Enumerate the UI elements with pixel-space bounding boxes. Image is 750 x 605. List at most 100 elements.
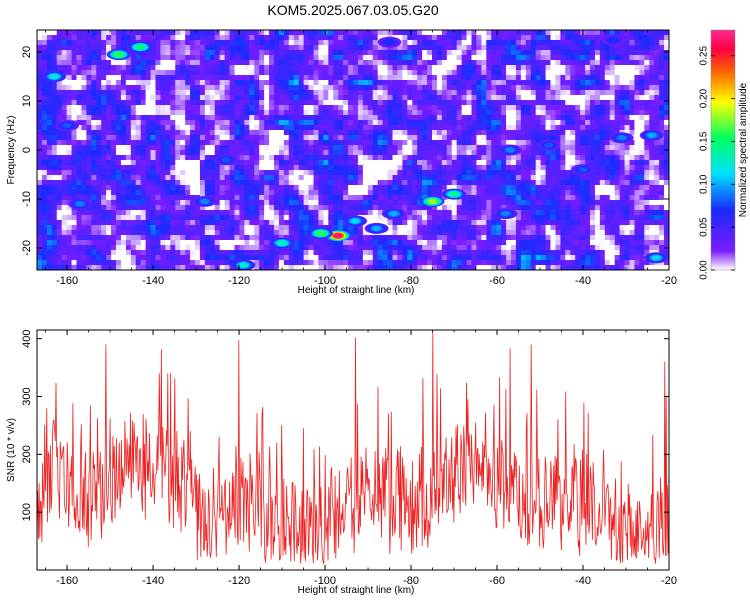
heatmap-cell	[496, 80, 502, 86]
heatmap-cell	[535, 95, 542, 101]
heatmap-cell	[175, 75, 181, 81]
heatmap-cell	[599, 40, 606, 46]
heatmap-cell	[520, 75, 527, 81]
heatmap-cell	[81, 70, 87, 76]
heatmap-cell	[525, 30, 532, 36]
heatmap-cell	[629, 160, 635, 166]
heatmap-cell	[283, 145, 290, 151]
heatmap-cell	[357, 170, 364, 176]
heatmap-cell	[659, 30, 665, 36]
heatmap-cell	[402, 85, 408, 91]
heatmap-cell	[111, 200, 117, 206]
heatmap-cell	[71, 130, 77, 136]
heatmap-cell	[185, 145, 191, 151]
heatmap-cell	[328, 105, 334, 111]
heatmap-cell	[298, 80, 305, 86]
heatmap-cell	[190, 35, 196, 41]
heatmap-cell	[599, 200, 606, 206]
heatmap-cell	[175, 220, 181, 226]
heatmap-cell	[614, 175, 621, 181]
heatmap-cell	[476, 90, 482, 96]
heatmap-cell	[412, 135, 418, 141]
heatmap-cell	[135, 110, 142, 116]
heatmap-cell	[130, 110, 137, 116]
heatmap-cell	[362, 95, 369, 101]
heatmap-cell	[604, 100, 611, 106]
heatmap-cell	[66, 60, 72, 66]
heatmap-cell	[140, 190, 147, 196]
heatmap-cell	[392, 185, 398, 191]
heatmap-cell	[41, 210, 48, 216]
heatmap-cell	[570, 50, 576, 56]
heatmap-cell	[545, 70, 551, 76]
heatmap-cell	[91, 185, 97, 191]
heatmap-cell	[530, 40, 537, 46]
heatmap-cell	[318, 185, 324, 191]
heatmap-cell	[570, 70, 576, 76]
heatmap-cell	[293, 135, 300, 141]
heatmap-cell	[550, 165, 556, 171]
heatmap-cell	[219, 220, 226, 226]
heatmap-cell	[224, 90, 230, 96]
heatmap-cell	[441, 110, 448, 116]
heatmap-cell	[461, 95, 467, 101]
heatmap-cell	[402, 65, 408, 71]
heatmap-cell	[66, 55, 72, 61]
heatmap-cell	[392, 145, 398, 151]
heatmap-cell	[313, 95, 319, 101]
heatmap-cell	[269, 45, 275, 51]
heatmap-cell	[135, 70, 142, 76]
heatmap-cell	[209, 155, 216, 161]
heatmap-cell	[37, 55, 43, 61]
heatmap-cell	[234, 100, 240, 106]
heatmap-cell	[111, 45, 117, 51]
heatmap-cell	[441, 180, 448, 186]
heatmap-cell	[56, 205, 63, 211]
heatmap-cell	[283, 195, 290, 201]
heatmap-cell	[145, 35, 151, 41]
heatmap-cell	[120, 75, 127, 81]
heatmap-cell	[288, 50, 295, 56]
heatmap-cell	[323, 170, 329, 176]
heatmap-cell	[432, 190, 438, 196]
heatmap-cell	[540, 180, 546, 186]
heatmap-cell	[91, 210, 97, 216]
heatmap-cell	[145, 210, 151, 216]
heatmap-cell	[446, 150, 453, 156]
heatmap-cell	[239, 145, 245, 151]
heatmap-cell	[81, 85, 87, 91]
heatmap-cell	[580, 210, 586, 216]
heatmap-cell	[372, 105, 379, 111]
heatmap-cell	[619, 165, 625, 171]
heatmap-cell	[199, 105, 206, 111]
heatmap-cell	[451, 80, 458, 86]
heatmap-cell	[51, 130, 58, 136]
heatmap-cell	[328, 40, 334, 46]
heatmap-cell	[397, 150, 403, 156]
heatmap-cell	[343, 185, 349, 191]
heatmap-cell	[436, 95, 443, 101]
heatmap-cell	[135, 150, 142, 156]
heatmap-cell	[560, 95, 566, 101]
heatmap-cell	[86, 125, 92, 131]
heatmap-cell	[190, 200, 196, 206]
heatmap-cell	[219, 200, 226, 206]
heatmap-cell	[150, 85, 156, 91]
heatmap-cell	[283, 175, 290, 181]
heatmap-cell	[249, 160, 255, 166]
heatmap-cell	[155, 215, 161, 221]
heatmap-cell	[348, 40, 354, 46]
heatmap-cell	[407, 35, 413, 41]
heatmap-cell	[224, 65, 230, 71]
heatmap-cell	[41, 90, 48, 96]
heatmap-cell	[180, 145, 186, 151]
heatmap-cell	[599, 210, 606, 216]
heatmap-cell	[565, 115, 571, 121]
heatmap-cell	[160, 100, 166, 106]
heatmap-cell	[357, 185, 364, 191]
heatmap-cell	[353, 180, 359, 186]
heatmap-cell	[140, 215, 147, 221]
heatmap-cell	[298, 220, 305, 226]
heatmap-cell	[86, 140, 92, 146]
heatmap-cell	[392, 50, 398, 56]
